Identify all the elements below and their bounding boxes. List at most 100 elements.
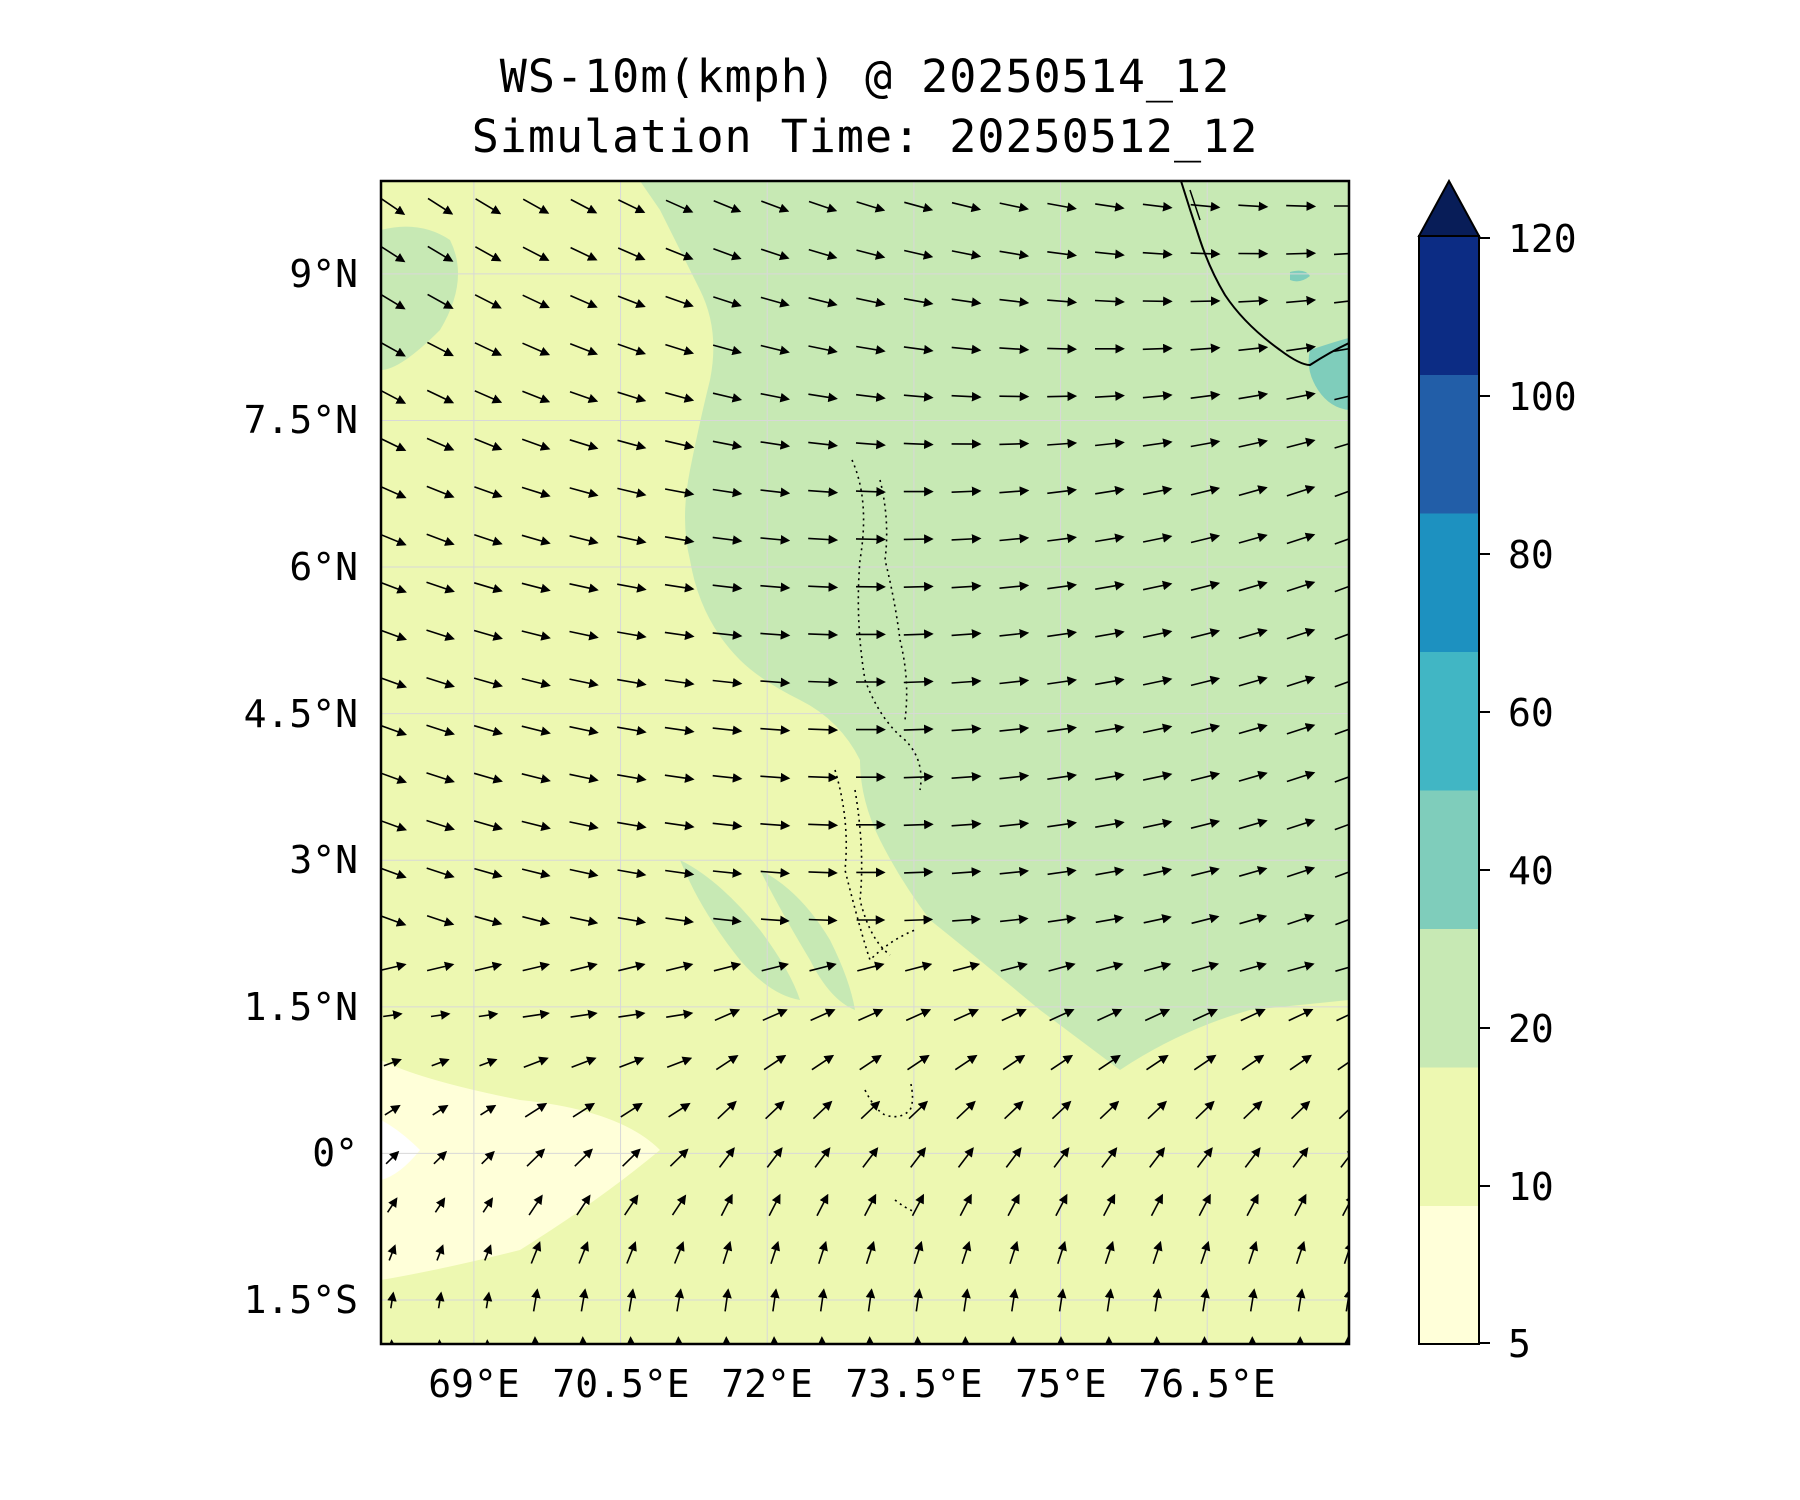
wind-vector	[474, 915, 503, 927]
wind-vector	[1142, 533, 1173, 543]
colorbar-extend-triangle	[1417, 178, 1481, 237]
wind-vector	[626, 1288, 637, 1312]
wind-vector	[574, 1148, 593, 1167]
wind-vector	[426, 772, 455, 784]
wind-vector	[1239, 913, 1268, 925]
wind-vector	[1095, 580, 1125, 591]
wind-vector	[808, 345, 838, 355]
wind-vector	[712, 535, 743, 545]
lat-label: 0°	[312, 1131, 358, 1175]
wind-vector	[1152, 1288, 1162, 1312]
colorbar-block	[1419, 513, 1479, 652]
wind-vector	[1238, 723, 1268, 735]
wind-vector	[433, 1150, 448, 1165]
wind-vector	[666, 1009, 694, 1020]
wind-vector	[1286, 627, 1316, 640]
wind-vector	[1286, 343, 1317, 353]
speed-field-20-40	[640, 181, 1349, 1070]
wind-vector	[569, 535, 599, 546]
wind-vector	[1190, 296, 1221, 306]
speed-field-40-60	[1308, 338, 1349, 410]
wind-vector	[1000, 961, 1028, 972]
colorbar: 120 100 80 60 40 20 10 5	[1417, 178, 1577, 1366]
wind-vector	[665, 199, 694, 213]
wind-vector	[713, 961, 742, 972]
wind-vector	[619, 1056, 645, 1068]
wind-vector	[665, 247, 694, 261]
colorbar-block	[1419, 374, 1479, 514]
wind-vector	[1047, 296, 1078, 307]
wind-vector	[910, 1147, 927, 1168]
wind-vector	[617, 916, 647, 926]
lon-label: 76.5°E	[1138, 1362, 1275, 1406]
wind-vector	[1238, 818, 1268, 830]
wind-vector	[617, 773, 647, 784]
wind-vector	[1246, 1193, 1259, 1217]
wind-vector	[1053, 1147, 1070, 1168]
wind-vector	[1142, 818, 1173, 829]
wind-vector	[664, 535, 695, 546]
wind-vector	[903, 724, 934, 735]
wind-vector	[475, 246, 502, 262]
wind-vector	[1294, 1193, 1307, 1217]
wind-vector	[855, 487, 886, 497]
wind-vector	[1190, 485, 1221, 496]
wind-vector	[951, 297, 982, 307]
wind-vector	[426, 629, 455, 641]
wind-vector	[903, 772, 934, 782]
wind-vector	[1055, 1193, 1068, 1217]
wind-vector	[808, 820, 839, 830]
lat-label: 3°N	[289, 838, 358, 882]
wind-vector	[1248, 1288, 1258, 1312]
wind-vector	[479, 1057, 498, 1067]
wind-vector	[718, 1147, 735, 1168]
wind-vector	[712, 630, 743, 640]
wind-vector	[951, 581, 982, 592]
wind-vector	[665, 916, 695, 926]
wind-vector	[766, 1147, 783, 1168]
wind-vector	[618, 1009, 646, 1020]
wind-vector	[1287, 961, 1315, 972]
wind-vector	[1142, 580, 1173, 591]
wind-vector	[1047, 533, 1078, 544]
wind-vector	[808, 487, 839, 497]
wind-vector	[666, 1056, 693, 1068]
wind-vector	[1240, 1008, 1266, 1022]
wind-vector	[1196, 1147, 1213, 1168]
wind-vector	[521, 677, 551, 689]
wind-vector	[1238, 580, 1268, 592]
wind-vector	[1051, 1100, 1072, 1120]
wind-vector	[765, 1100, 785, 1120]
wind-vector	[857, 961, 885, 972]
wind-vector	[474, 486, 503, 499]
colorbar-tick-label: 10	[1508, 1165, 1554, 1209]
wind-vector	[1190, 533, 1221, 544]
wind-vector	[1286, 770, 1316, 783]
wind-vector	[904, 914, 934, 925]
wind-vector	[570, 198, 598, 214]
lat-label: 1.5°N	[244, 985, 358, 1029]
wind-vector	[664, 488, 695, 498]
wind-vector	[1050, 1054, 1074, 1071]
wind-vector	[817, 1336, 827, 1344]
wind-vector	[1142, 771, 1173, 781]
wind-vector	[1104, 1288, 1115, 1312]
wind-vector	[1095, 202, 1125, 212]
wind-vector	[578, 1241, 589, 1264]
wind-vector	[761, 961, 789, 972]
wind-vector	[999, 581, 1030, 591]
lon-label: 69°E	[428, 1362, 520, 1406]
wind-vector	[523, 1056, 549, 1068]
wind-vector	[1238, 201, 1269, 212]
wind-vector	[808, 534, 839, 545]
wind-vector	[1191, 913, 1220, 925]
wind-vector	[808, 582, 839, 592]
wind-vector	[1190, 343, 1221, 354]
wind-vector	[482, 1197, 494, 1213]
wind-vector	[431, 1057, 450, 1067]
wind-vector	[1102, 1193, 1116, 1217]
wind-vector	[951, 867, 982, 877]
wind-vector	[717, 1100, 737, 1120]
wind-vector	[664, 725, 695, 736]
wind-vector	[622, 1148, 641, 1167]
